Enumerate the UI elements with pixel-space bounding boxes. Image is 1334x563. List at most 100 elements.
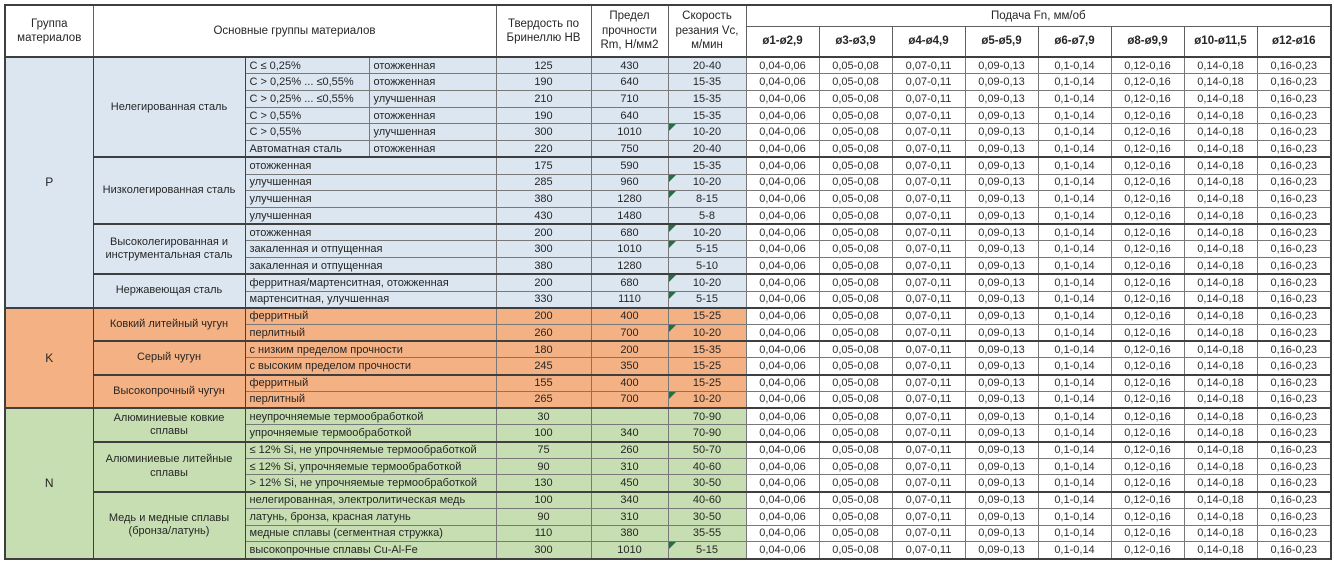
feed-cell: 0,14-0,18 [1183, 507, 1258, 526]
hardness-cell: 190 [495, 73, 592, 91]
feed-cell: 0,04-0,06 [745, 123, 820, 142]
cell-flag-icon [669, 276, 676, 283]
cutting-speed-value: 30-50 [692, 477, 722, 490]
feed-cell: 0,09-0,13 [964, 123, 1039, 142]
description-cell: с высоким пределом прочности [244, 357, 497, 376]
cutting-speed-value: 70-90 [692, 426, 722, 439]
cell-flag-icon [669, 175, 676, 182]
header-main-groups: Основные группы материалов [92, 4, 497, 58]
feed-cell: 0,14-0,18 [1183, 306, 1258, 325]
hardness-cell: 90 [495, 507, 592, 526]
hardness-cell: 190 [495, 106, 592, 125]
table-row: K Ковкий литейный чугун ферритный 200 400 15-… [4, 306, 1332, 409]
description-cell: ≤ 12% Si, упрочняемые термообработкой [244, 457, 497, 476]
feed-cell: 0,1-0,14 [1037, 106, 1112, 125]
feed-cell: 0,12-0,16 [1110, 156, 1185, 175]
cutting-speed-cell: 5-15 [667, 541, 747, 560]
feed-cell: 0,12-0,16 [1110, 56, 1185, 75]
cutting-speed-value: 10-20 [692, 176, 722, 189]
description-cell: закаленная и отпущенная [244, 240, 497, 259]
hardness-cell: 300 [495, 123, 592, 142]
feed-cell: 0,1-0,14 [1037, 223, 1112, 242]
hardness-cell: 260 [495, 324, 592, 342]
feed-cell: 0,05-0,08 [818, 156, 893, 175]
strength-cell: 400 [590, 306, 669, 325]
cutting-speed-value: 8-15 [695, 193, 719, 206]
feed-cell: 0,09-0,13 [964, 541, 1039, 560]
feed-cell: 0,12-0,16 [1110, 206, 1185, 225]
feed-cell: 0,09-0,13 [964, 106, 1039, 125]
group-name-cell: Алюминиевые литейные сплавы [92, 440, 246, 493]
feed-cell: 0,1-0,14 [1037, 156, 1112, 175]
feed-cell: 0,04-0,06 [745, 324, 820, 342]
feed-cell: 0,05-0,08 [818, 273, 893, 292]
cutting-speed-cell: 15-35 [667, 340, 747, 359]
cell-flag-icon [669, 226, 676, 233]
description-cell: ферритная/мартенситная, отожженная [244, 273, 497, 292]
cell-flag-icon [669, 542, 676, 550]
hardness-cell: 200 [495, 223, 592, 242]
cell-flag-icon [669, 292, 676, 299]
header-diameter: ø5-ø5,9 [964, 25, 1039, 58]
feed-cell: 0,05-0,08 [818, 424, 893, 443]
cutting-speed-value: 5-15 [695, 243, 719, 256]
feed-cell: 0,14-0,18 [1183, 73, 1258, 91]
feed-cell: 0,07-0,11 [891, 173, 966, 192]
feed-cell: 0,05-0,08 [818, 474, 893, 493]
feed-cell: 0,1-0,14 [1037, 123, 1112, 142]
feed-cell: 0,09-0,13 [964, 490, 1039, 509]
feed-cell: 0,14-0,18 [1183, 440, 1258, 459]
feed-cell: 0,1-0,14 [1037, 173, 1112, 192]
header-cutting-speed: Скорость резания Vc, м/мин [667, 4, 747, 58]
hardness-cell: 380 [495, 257, 592, 275]
strength-cell: 640 [590, 106, 669, 125]
feed-cell: 0,05-0,08 [818, 306, 893, 325]
feed-cell: 0,12-0,16 [1110, 106, 1185, 125]
feed-cell: 0,09-0,13 [964, 306, 1039, 325]
cutting-speed-cell: 70-90 [667, 424, 747, 443]
feed-cell: 0,04-0,06 [745, 223, 820, 242]
cutting-speed-cell: 15-35 [667, 156, 747, 175]
feed-cell: 0,16-0,23 [1256, 89, 1332, 108]
feed-cell: 0,05-0,08 [818, 73, 893, 91]
feed-cell: 0,1-0,14 [1037, 56, 1112, 75]
feed-cell: 0,1-0,14 [1037, 390, 1112, 409]
feed-cell: 0,05-0,08 [818, 440, 893, 459]
hardness-cell: 130 [495, 474, 592, 493]
description-cell: улучшенная [244, 190, 497, 208]
feed-cell: 0,12-0,16 [1110, 490, 1185, 509]
cutting-speed-value: 10-20 [692, 226, 722, 239]
table-row: > 12% Si, не упрочняемые термообработкой… [5, 474, 1332, 493]
feed-cell: 0,1-0,14 [1037, 340, 1112, 359]
strength-cell: 960 [590, 173, 669, 192]
feed-cell: 0,16-0,23 [1256, 123, 1332, 142]
header-diameter: ø4-ø4,9 [891, 25, 966, 58]
feed-cell: 0,05-0,08 [818, 190, 893, 208]
cutting-speed-cell: 15-35 [667, 106, 747, 125]
feed-cell: 0,05-0,08 [818, 407, 893, 426]
cutting-speed-cell: 10-20 [667, 273, 747, 292]
description-cell: улучшенная [244, 173, 497, 192]
feed-cell: 0,16-0,23 [1256, 156, 1332, 175]
cutting-speed-value: 15-35 [692, 109, 722, 122]
feed-cell: 0,1-0,14 [1037, 190, 1112, 208]
cutting-speed-cell: 10-20 [667, 390, 747, 409]
cell-flag-icon [669, 241, 676, 249]
strength-cell: 400 [590, 373, 669, 392]
strength-cell: 1110 [590, 290, 669, 309]
feed-cell: 0,12-0,16 [1110, 73, 1185, 91]
cutting-speed-cell: 10-20 [667, 173, 747, 192]
cutting-speed-cell: 20-40 [667, 56, 747, 75]
strength-cell: 1480 [590, 206, 669, 225]
treatment-cell: улучшенная [368, 89, 497, 108]
strength-cell: 710 [590, 89, 669, 108]
group-name-cell: Алюминиевые ковкие сплавы [92, 407, 246, 443]
feed-cell: 0,05-0,08 [818, 257, 893, 275]
feed-cell: 0,07-0,11 [891, 190, 966, 208]
hardness-cell: 75 [495, 440, 592, 459]
hardness-cell: 380 [495, 190, 592, 208]
feed-cell: 0,12-0,16 [1110, 290, 1185, 309]
strength-cell: 1010 [590, 541, 669, 560]
feed-cell: 0,07-0,11 [891, 357, 966, 376]
